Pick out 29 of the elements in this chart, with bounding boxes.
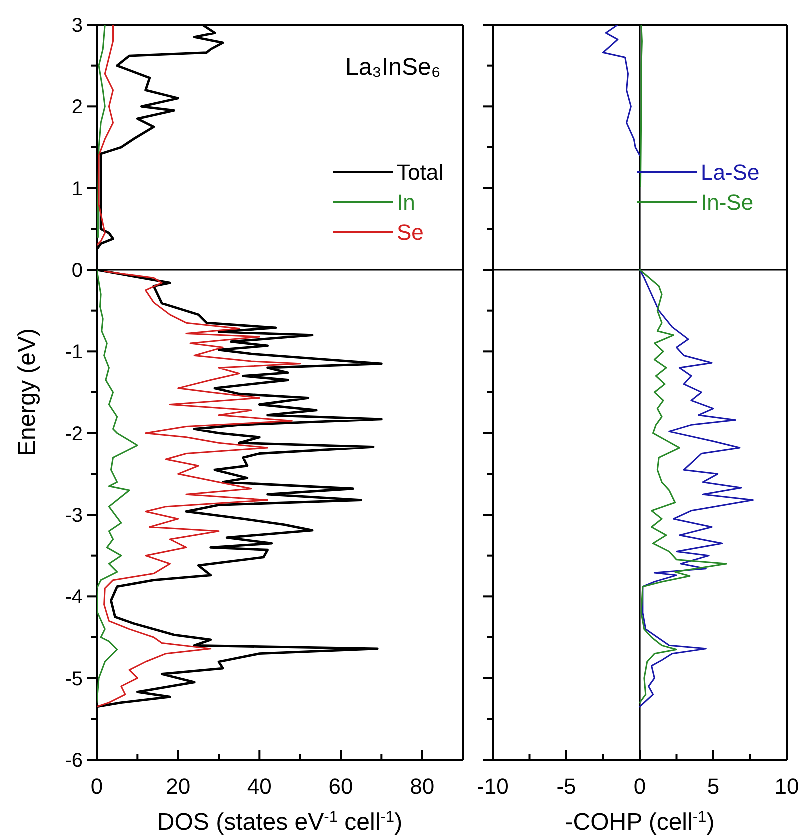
x-tick-label: 60: [328, 774, 354, 799]
y-tick-label: -4: [65, 586, 83, 609]
y-tick-label: -1: [65, 342, 83, 364]
legend-label: La-Se: [701, 160, 760, 185]
y-tick-label: -5: [65, 668, 83, 690]
legend-label: Total: [397, 160, 444, 185]
x-tick-label: -5: [556, 774, 576, 799]
x-tick-label: 0: [634, 774, 646, 799]
text: La₃InSe₆: [345, 54, 441, 81]
x-tick-label: 80: [410, 774, 435, 799]
x-tick-label: -10: [477, 774, 509, 799]
x-tick-label: 10: [774, 774, 800, 799]
x-tick-label: 0: [90, 774, 104, 799]
y-tick-label: -6: [65, 750, 83, 772]
y-tick-label: 1: [72, 178, 83, 200]
y-tick-label: 0: [72, 260, 83, 282]
y-tick-label: 2: [72, 96, 83, 119]
x-tick-label: 40: [247, 774, 272, 799]
legend-label: Se: [397, 220, 424, 245]
x-tick-label: 5: [707, 774, 720, 799]
x-axis-title: -COHP (cell$^{-1}$): [565, 808, 715, 836]
legend-label: In: [397, 190, 416, 215]
legend-label: In-Se: [701, 190, 754, 215]
x-axis-title: DOS (states eV$^{-1}$ cell$^{-1}$): [157, 808, 403, 836]
y-tick-label: 3: [72, 15, 83, 37]
x-tick-label: 20: [166, 774, 191, 799]
y-axis-title: Energy (eV): [14, 328, 41, 457]
y-tick-label: -2: [65, 423, 83, 446]
y-tick-label: -3: [65, 505, 83, 527]
